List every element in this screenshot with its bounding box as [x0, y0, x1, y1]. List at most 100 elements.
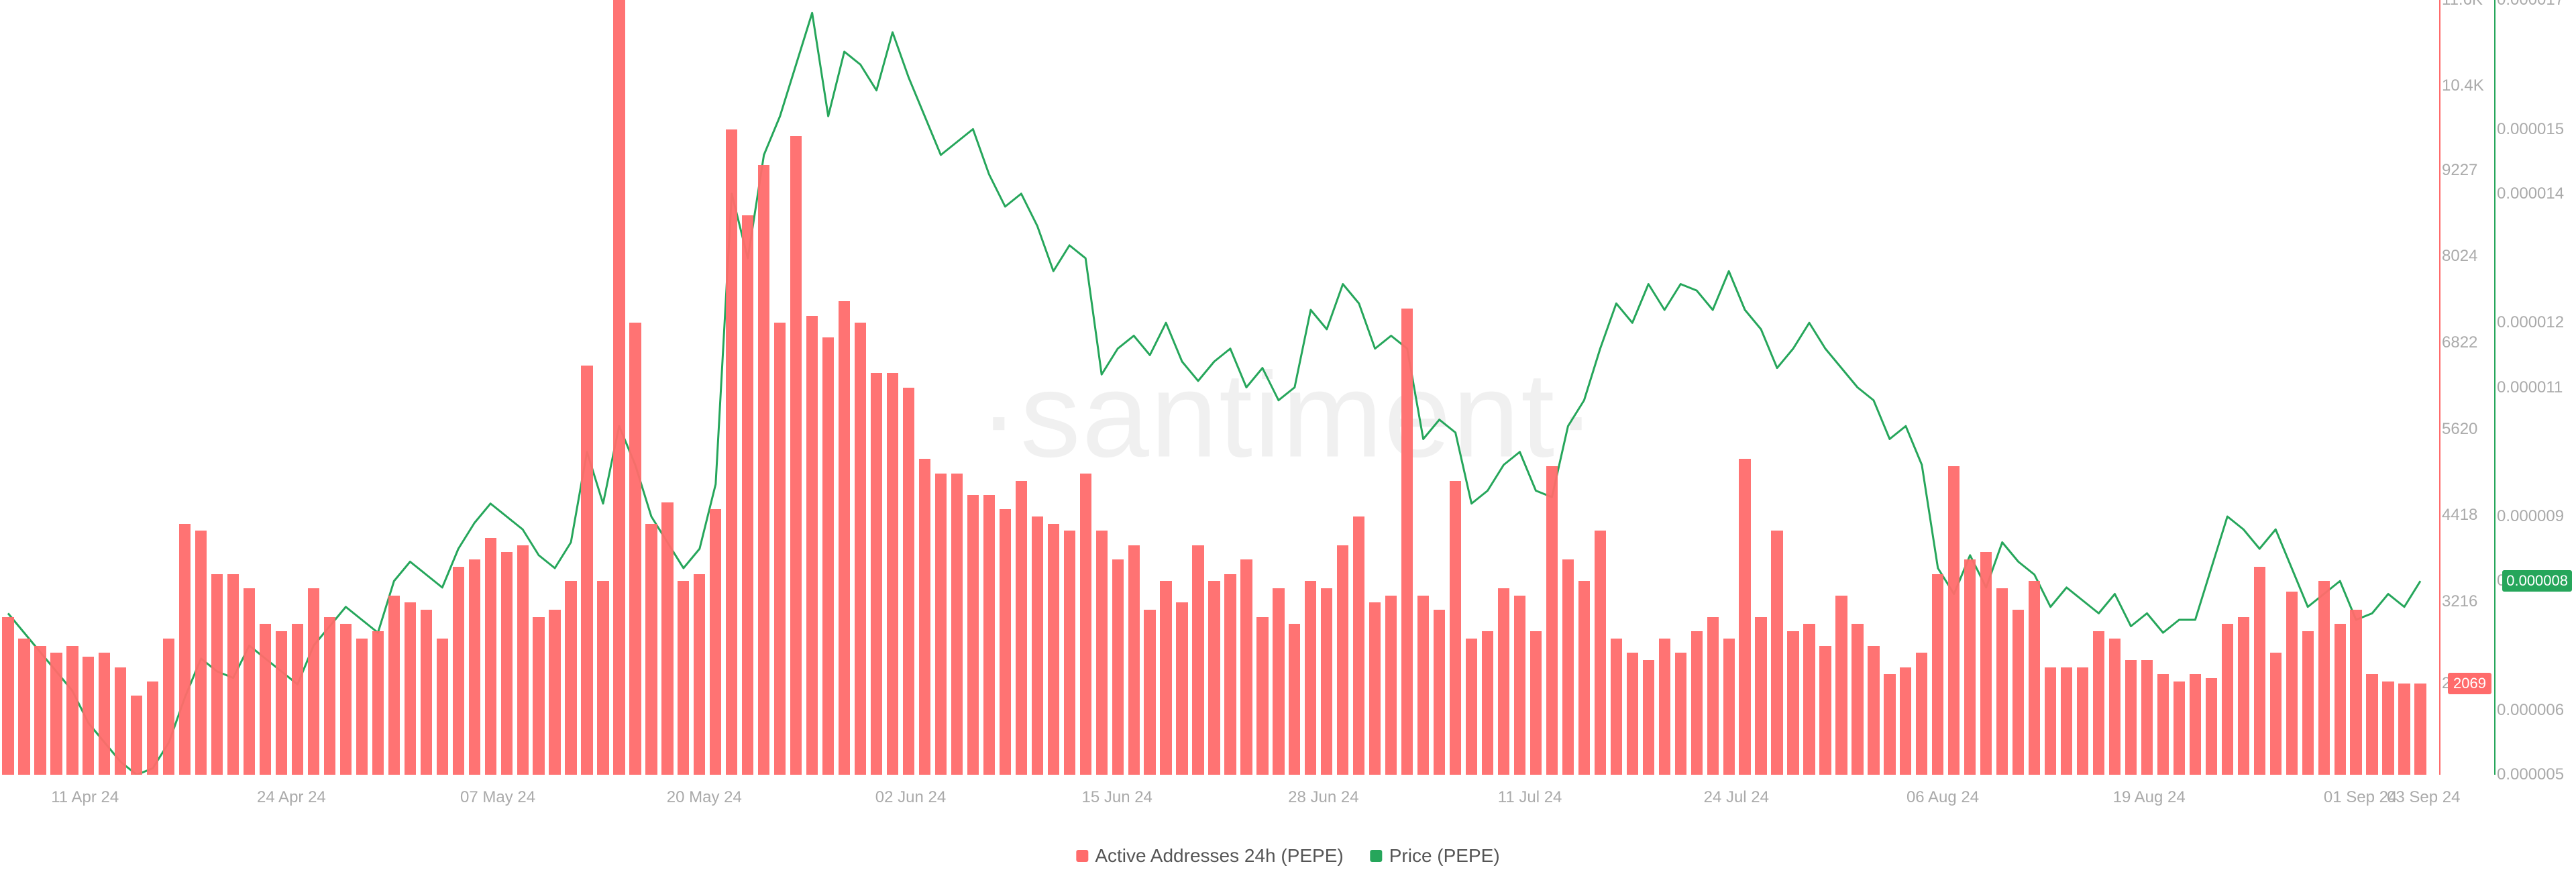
bar[interactable] — [1256, 617, 1268, 775]
bar[interactable] — [501, 552, 513, 775]
bar[interactable] — [1144, 610, 1155, 775]
bar[interactable] — [2190, 674, 2201, 775]
bar[interactable] — [533, 617, 544, 775]
bar[interactable] — [99, 653, 110, 775]
bar[interactable] — [2334, 624, 2346, 775]
bar[interactable] — [227, 574, 239, 775]
bar[interactable] — [2206, 678, 2217, 775]
bar[interactable] — [1032, 516, 1043, 775]
bar[interactable] — [1128, 545, 1140, 775]
legend-item-price[interactable]: Price (PEPE) — [1371, 845, 1500, 867]
bar[interactable] — [308, 588, 319, 775]
bar[interactable] — [790, 136, 802, 775]
bar[interactable] — [1916, 653, 1927, 775]
legend-item-addresses[interactable]: Active Addresses 24h (PEPE) — [1076, 845, 1343, 867]
bar[interactable] — [1289, 624, 1300, 775]
bar[interactable] — [517, 545, 529, 775]
bar[interactable] — [1273, 588, 1284, 775]
bar[interactable] — [1611, 639, 1622, 775]
bar[interactable] — [388, 596, 400, 775]
bar[interactable] — [50, 653, 62, 775]
bar[interactable] — [1595, 531, 1606, 775]
bar[interactable] — [2286, 592, 2298, 775]
bar[interactable] — [710, 509, 721, 775]
bar[interactable] — [1578, 581, 1590, 775]
bar[interactable] — [1643, 660, 1654, 775]
bar[interactable] — [1964, 559, 1976, 775]
bar[interactable] — [1401, 309, 1413, 775]
bar[interactable] — [1755, 617, 1766, 775]
bar[interactable] — [1900, 667, 1911, 775]
bar[interactable] — [372, 631, 384, 775]
bar[interactable] — [2366, 674, 2377, 775]
bar[interactable] — [2222, 624, 2233, 775]
bar[interactable] — [1691, 631, 1703, 775]
bar[interactable] — [1321, 588, 1332, 775]
bar[interactable] — [1514, 596, 1525, 775]
bar[interactable] — [1819, 646, 1831, 775]
bar[interactable] — [1787, 631, 1799, 775]
bar[interactable] — [2012, 610, 2024, 775]
bar[interactable] — [1224, 574, 1236, 775]
bar[interactable] — [549, 610, 560, 775]
bar[interactable] — [2238, 617, 2249, 775]
bar[interactable] — [1723, 639, 1735, 775]
bar[interactable] — [887, 373, 898, 775]
chart-plot-area[interactable] — [0, 0, 2428, 775]
bar[interactable] — [2270, 653, 2282, 775]
bar[interactable] — [179, 524, 191, 775]
bar[interactable] — [1385, 596, 1397, 775]
bar[interactable] — [1305, 581, 1316, 775]
bar[interactable] — [66, 646, 78, 775]
bar[interactable] — [581, 366, 592, 775]
bar[interactable] — [855, 323, 866, 775]
bar[interactable] — [983, 495, 995, 775]
bar[interactable] — [1337, 545, 1348, 775]
bar[interactable] — [742, 215, 753, 775]
bar[interactable] — [2157, 674, 2169, 775]
bar[interactable] — [1000, 509, 1011, 775]
bar[interactable] — [871, 373, 882, 775]
bar[interactable] — [1932, 574, 1943, 775]
bar[interactable] — [2398, 684, 2410, 775]
bar[interactable] — [1369, 602, 1381, 775]
bar[interactable] — [485, 538, 496, 775]
bar[interactable] — [437, 639, 448, 775]
bar[interactable] — [613, 0, 625, 775]
bar[interactable] — [453, 567, 464, 775]
bar[interactable] — [1739, 459, 1750, 775]
bar[interactable] — [2350, 610, 2361, 775]
bar[interactable] — [2125, 660, 2137, 775]
bar[interactable] — [951, 474, 963, 775]
bar[interactable] — [2254, 567, 2265, 775]
bar[interactable] — [115, 667, 126, 775]
bar[interactable] — [1498, 588, 1509, 775]
bar[interactable] — [758, 165, 769, 775]
bar[interactable] — [469, 559, 480, 775]
bar[interactable] — [2382, 682, 2394, 775]
bar[interactable] — [2414, 684, 2426, 775]
bar[interactable] — [1530, 631, 1542, 775]
bar[interactable] — [1546, 466, 1558, 775]
bar[interactable] — [1064, 531, 1075, 775]
bar[interactable] — [163, 639, 174, 775]
bar[interactable] — [919, 459, 930, 775]
bar[interactable] — [1884, 674, 1895, 775]
bar[interactable] — [340, 624, 352, 775]
bar[interactable] — [1996, 588, 2008, 775]
bar[interactable] — [661, 502, 673, 775]
bar[interactable] — [806, 316, 818, 775]
bar[interactable] — [1675, 653, 1686, 775]
bar[interactable] — [2174, 682, 2185, 775]
bar[interactable] — [292, 624, 303, 775]
bar[interactable] — [1112, 559, 1124, 775]
bar[interactable] — [405, 602, 416, 775]
bar[interactable] — [1450, 481, 1461, 775]
bar[interactable] — [2029, 581, 2040, 775]
bar[interactable] — [1835, 596, 1847, 775]
bar[interactable] — [726, 129, 737, 775]
bar[interactable] — [1980, 552, 1992, 775]
bar[interactable] — [967, 495, 979, 775]
bar[interactable] — [1707, 617, 1719, 775]
bar[interactable] — [2045, 667, 2056, 775]
